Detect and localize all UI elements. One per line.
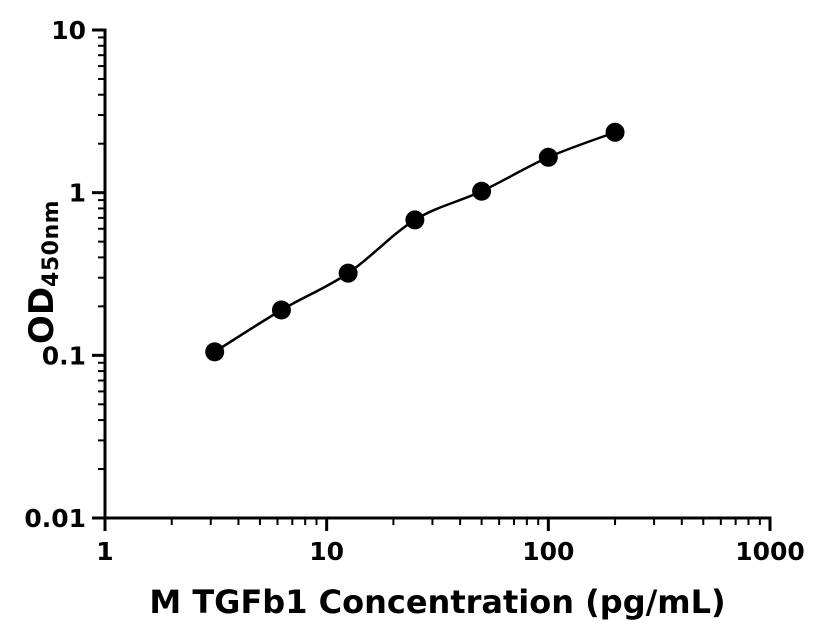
data-point <box>338 263 358 283</box>
data-point <box>405 210 425 230</box>
data-point <box>538 147 558 167</box>
curve-line <box>214 131 616 353</box>
x-tick-label: 10 <box>309 537 344 566</box>
y-tick-label: 10 <box>51 16 86 45</box>
data-point <box>271 300 291 320</box>
y-axis-label: OD450nm <box>15 72 69 472</box>
x-tick-label: 1000 <box>735 537 805 566</box>
y-tick-label: 1 <box>69 179 86 208</box>
data-point <box>472 181 492 201</box>
y-axis-label-subscript: 450nm <box>39 199 64 287</box>
y-tick-label: 0.1 <box>42 341 86 370</box>
data-point <box>205 342 225 362</box>
x-tick-label: 1 <box>96 537 113 566</box>
x-axis-label: M TGFb1 Concentration (pg/mL) <box>149 583 726 621</box>
data-point <box>605 122 625 142</box>
y-axis-label-main: OD <box>22 286 62 345</box>
x-tick-label: 100 <box>522 537 574 566</box>
y-tick-label: 0.01 <box>24 504 86 533</box>
